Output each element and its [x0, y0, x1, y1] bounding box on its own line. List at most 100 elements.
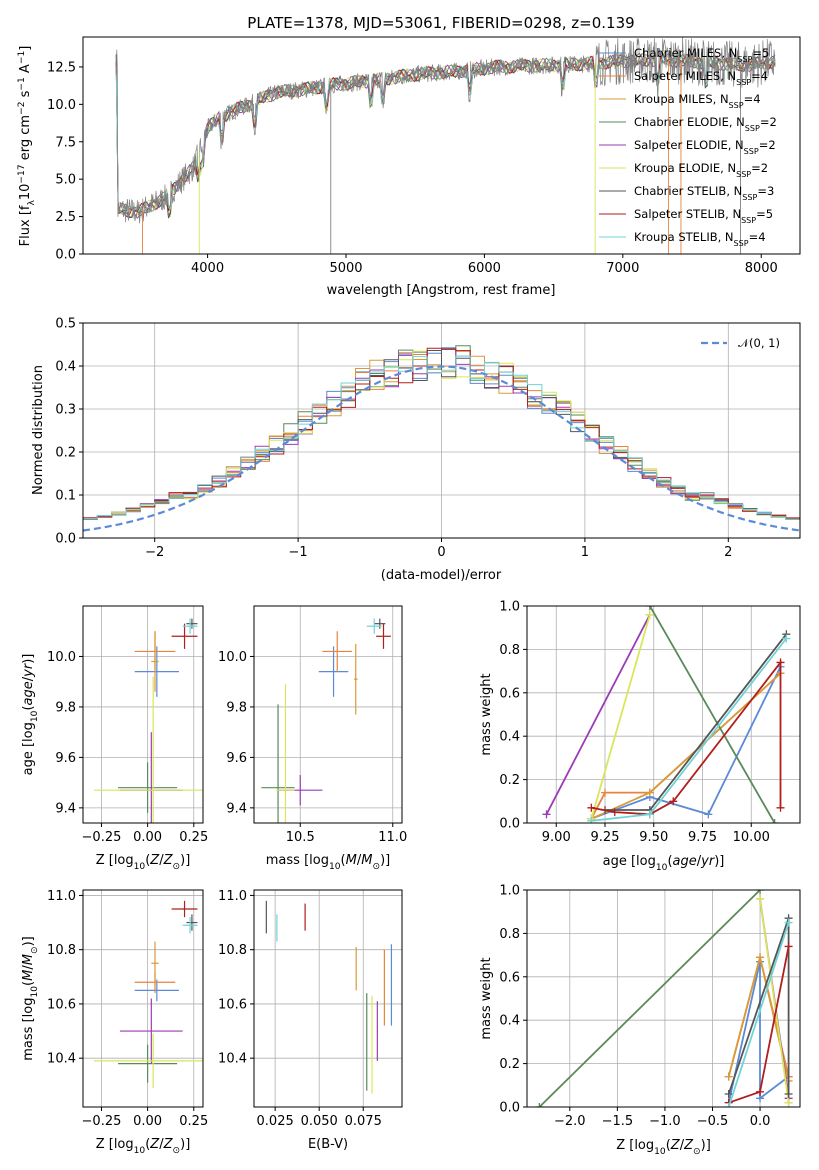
weight-marker: [724, 1072, 733, 1081]
x-tick-label: 7000: [606, 261, 639, 276]
weight-marker: [770, 819, 779, 823]
y-tick-label: 0.6: [499, 686, 520, 701]
x-tick-label: 10.5: [286, 830, 315, 845]
weight-series-line: [591, 659, 782, 816]
z-mass-axes: −0.25 0.00 0.25 10.4 10.6 10.8 11.0 Z [log10(Z/…: [21, 889, 208, 1156]
y-tick-label: 0.2: [499, 1057, 520, 1072]
y-tick-label: 11.0: [218, 889, 247, 904]
histogram-plot: [83, 345, 800, 532]
y-tick-label: 0.4: [499, 730, 520, 745]
y-axis-label: age [log10(age/yr)]: [21, 654, 40, 776]
age-weight-axes: 9.00 9.25 9.50 9.75 10.00 0.0 0.2 0.4 0.6 0.8 1.0 a…: [479, 600, 801, 873]
y-tick-label: 12.5: [47, 60, 76, 75]
y-tick-label: 11.0: [47, 889, 76, 904]
x-axis-label: Z [log10(Z/Z⊙)]: [96, 1137, 191, 1156]
weight-marker: [542, 810, 551, 819]
axes-frame: [526, 889, 801, 1108]
x-tick-label: 0.00: [133, 830, 162, 845]
x-tick-label: 11.0: [378, 830, 407, 845]
weight-marker: [784, 1098, 793, 1107]
x-tick-label: −1.5: [602, 1114, 634, 1129]
y-tick-label: 9.6: [226, 751, 247, 766]
legend-label: Chabrier MILES, NSSP=5: [634, 46, 769, 64]
y-tick-label: 0.8: [499, 927, 520, 942]
y-tick-label: 10.8: [47, 943, 76, 958]
weight-marker: [535, 1103, 544, 1107]
y-tick-label: 0.0: [499, 1101, 520, 1116]
x-tick-label: 10.00: [733, 830, 770, 845]
y-tick-label: 5.0: [55, 173, 76, 188]
weight-marker: [645, 606, 654, 610]
x-tick-label: 9.25: [591, 830, 620, 845]
weight-marker: [645, 788, 654, 797]
y-tick-label: 1.0: [499, 884, 520, 899]
legend-label: Kroupa MILES, NSSP=4: [634, 92, 761, 110]
y-tick-label: 10.0: [218, 650, 247, 665]
z-age-axes: −0.25 0.00 0.25 9.4 9.6 9.8 10.0 Z [log10(Z/Z⊙)…: [21, 605, 208, 872]
weight-marker: [704, 810, 713, 819]
legend-label: Kroupa STELIB, NSSP=4: [634, 230, 766, 248]
axes-frame: [253, 605, 403, 824]
x-tick-label: 9.50: [639, 830, 668, 845]
y-axis-label: mass weight: [479, 957, 494, 1039]
y-tick-label: 2.5: [55, 210, 76, 225]
y-tick-label: 9.4: [226, 801, 247, 816]
x-axis-label: Z [log10(Z/Z⊙)]: [96, 853, 191, 872]
y-tick-label: 0.3: [55, 403, 76, 418]
weight-marker: [645, 810, 654, 819]
x-axis-label: age [log10(age/yr)]: [603, 854, 725, 873]
weight-series-line: [649, 606, 776, 823]
legend-label: Salpeter STELIB, NSSP=5: [634, 207, 773, 225]
y-axis-label: mass weight: [479, 673, 494, 755]
x-tick-label: 6000: [468, 261, 501, 276]
axes-frame: [82, 322, 801, 539]
x-tick-label: −0.25: [82, 1114, 122, 1129]
y-axis-label: Flux [fλ10−17 erg cm−2 s−1 A−1]: [17, 46, 37, 247]
x-tick-label: 9.00: [542, 830, 571, 845]
weight-series-line: [759, 898, 790, 1103]
x-tick-label: −0.5: [697, 1114, 729, 1129]
x-tick-label: 0: [437, 545, 445, 560]
x-axis-label: E(B-V): [308, 1137, 348, 1152]
y-tick-label: 9.4: [55, 801, 76, 816]
x-axis-label: Z [log10(Z/Z⊙)]: [616, 1138, 711, 1157]
weight-marker: [782, 634, 791, 643]
y-tick-label: 0.4: [55, 360, 76, 375]
y-axis-label: mass [log10(M/M⊙)]: [21, 936, 40, 1060]
x-tick-label: 0.075: [345, 1114, 382, 1129]
x-tick-label: −2: [145, 545, 164, 560]
y-tick-label: 0.0: [55, 248, 76, 263]
axes-frame: [82, 36, 801, 255]
x-tick-label: 4000: [191, 261, 224, 276]
axes-frame: [82, 889, 204, 1108]
x-tick-label: 1: [581, 545, 589, 560]
x-tick-label: 0.0: [750, 1114, 771, 1129]
legend-label: Kroupa ELODIE, NSSP=2: [634, 161, 768, 179]
y-tick-label: 0.8: [499, 643, 520, 658]
y-tick-label: 10.0: [47, 650, 76, 665]
legend-label: Salpeter ELODIE, NSSP=2: [634, 138, 776, 156]
x-tick-label: 0.00: [133, 1114, 162, 1129]
weight-series-line: [727, 922, 790, 1107]
y-tick-label: 10.6: [218, 997, 247, 1012]
x-tick-label: −2.0: [554, 1114, 586, 1129]
y-axis-label: Normed distribution: [31, 365, 46, 495]
legend-label: Chabrier STELIB, NSSP=3: [634, 184, 774, 202]
mass-age-axes: 10.5 11.0 9.4 9.6 9.8 10.0 mass [log10(M/M⊙)]: [218, 605, 407, 872]
x-tick-label: 0.050: [301, 1114, 338, 1129]
y-tick-label: 10.4: [218, 1052, 247, 1067]
y-tick-label: 0.1: [55, 489, 76, 504]
y-tick-label: 10.8: [218, 943, 247, 958]
ebv-mass-axes: 0.025 0.050 0.075 10.4 10.6 10.8 11.0 E(B-V): [218, 889, 403, 1152]
x-axis-label: (data-model)/error: [381, 568, 502, 583]
weight-marker: [784, 918, 793, 927]
x-tick-label: 5000: [329, 261, 362, 276]
legend-label: Salpeter MILES, NSSP=4: [634, 69, 768, 87]
y-tick-label: 9.6: [55, 751, 76, 766]
histogram-step-line: [83, 350, 800, 520]
legend-label: 𝒩(0, 1): [738, 336, 780, 350]
y-tick-label: 9.8: [55, 700, 76, 715]
y-tick-label: 7.5: [55, 135, 76, 150]
weight-marker: [669, 797, 678, 806]
